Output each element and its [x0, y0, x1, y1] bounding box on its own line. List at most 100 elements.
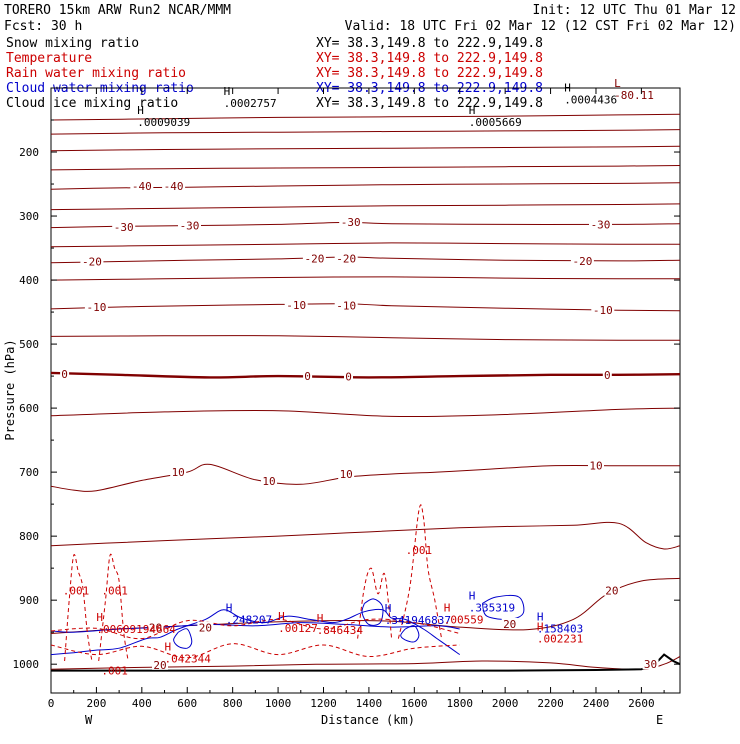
temperature-label-bg — [344, 370, 353, 382]
temperature-label-bg — [60, 368, 70, 380]
temperature-label-bg — [162, 180, 186, 191]
temperature-contour--60 — [50, 129, 681, 135]
extremum-value: .341946837 — [385, 614, 451, 627]
x-tick-label: 400 — [132, 697, 152, 710]
extremum-marker: H — [385, 602, 392, 615]
extremum-value: -80.11 — [614, 89, 654, 102]
temperature-label: 20 — [199, 622, 212, 635]
temperature-label-bg — [147, 621, 164, 633]
y-tick-label: 600 — [19, 402, 39, 415]
temperature-label-bg — [334, 299, 358, 311]
x-tick-label: 2400 — [583, 697, 610, 710]
temperature-label-bg — [302, 252, 326, 264]
rain-water-contour — [50, 618, 460, 640]
temperature-label: -40 — [164, 180, 184, 193]
header-valid: Valid: 18 UTC Fri 02 Mar 12 (12 CST Fri … — [345, 19, 736, 34]
temperature-label: -30 — [591, 218, 611, 231]
extremum-marker: H — [137, 104, 144, 117]
temperature-label: 30 — [644, 658, 657, 671]
temperature-label: 0 — [61, 368, 68, 381]
y-tick-label: 800 — [19, 530, 39, 543]
temperature-label-bg — [80, 255, 104, 267]
extremum-value: .002231 — [537, 633, 583, 646]
temperature-label: 20 — [503, 618, 516, 631]
legend-field-cloudice: Cloud ice mixing ratio — [6, 96, 178, 111]
temperature-label: -10 — [286, 299, 306, 312]
extremum-value: .0005669 — [469, 116, 522, 129]
temperature-label-bg — [501, 617, 518, 629]
terrain-surface — [51, 653, 681, 672]
temperature-label: 20 — [149, 622, 162, 635]
temperature-label: 10 — [589, 460, 602, 473]
temperature-label: 0 — [345, 371, 352, 384]
temperature-label: -20 — [82, 256, 102, 269]
legend-field-snow: Snow mixing ratio — [6, 36, 139, 51]
temperature-label-bg — [112, 220, 136, 232]
temperature-label: -30 — [180, 220, 200, 233]
rain-contour-label: .001 — [406, 544, 433, 557]
legend-xy-temperature: XY= 38.3,149.8 to 222.9,149.8 — [316, 51, 543, 66]
temperature-label: 10 — [340, 468, 353, 481]
temperature-label-bg — [570, 254, 594, 266]
rain-water-contours — [50, 504, 460, 662]
extremum-value: .042344 — [165, 653, 212, 666]
header-fcst: Fcst: 30 h — [4, 19, 82, 34]
x-tick-label: 1600 — [401, 697, 428, 710]
temperature-label: -20 — [572, 255, 592, 268]
temperature-contour--35 — [50, 203, 681, 211]
temperature-label: 0 — [304, 370, 311, 383]
temperature-label: -30 — [114, 221, 134, 234]
extremum-marker: H — [96, 611, 103, 624]
header-title: TORERO 15km ARW Run2 NCAR/MMM — [4, 3, 231, 18]
x-tick-label: 1800 — [446, 697, 473, 710]
temperature-contour--5 — [50, 335, 681, 341]
legend-xy-snow: XY= 38.3,149.8 to 222.9,149.8 — [316, 36, 543, 51]
temperature-label-bg — [334, 252, 358, 264]
legend-xy-rain: XY= 38.3,149.8 to 222.9,149.8 — [316, 66, 543, 81]
temperature-label: 10 — [262, 475, 275, 488]
rain-water-contour — [64, 553, 93, 662]
temperature-label: -30 — [341, 216, 361, 229]
temperature-contour-0 — [50, 371, 681, 379]
extremum-marker: H — [444, 602, 451, 615]
extremum-marker: H — [317, 612, 324, 625]
temperature-contour--30 — [50, 221, 681, 229]
temperature-label-bg — [589, 218, 612, 230]
temperature-contour--45 — [50, 165, 681, 171]
extremum-value: .00127 — [278, 622, 318, 635]
extremum-value: .335319 — [469, 601, 515, 614]
extrema-labels: H.0002757H.0009039H.0005669H.0004436L-80… — [96, 77, 653, 665]
temperature-contour--25 — [50, 242, 681, 248]
temperature-label: -20 — [304, 252, 324, 265]
temperature-label-bg — [339, 215, 363, 227]
x-tick-label: 1000 — [265, 697, 292, 710]
x-tick-label: 2600 — [628, 697, 655, 710]
temperature-contour--70 — [50, 113, 681, 121]
y-tick-label: 400 — [19, 274, 39, 287]
x-endpoint-left: W — [85, 713, 93, 727]
extremum-value: .846434 — [317, 624, 364, 637]
legend-field-temperature: Temperature — [6, 51, 92, 66]
terrain-line — [51, 653, 681, 672]
x-tick-label: 800 — [223, 697, 243, 710]
temperature-contour-25 — [50, 656, 681, 670]
cloud-water-contour — [173, 628, 193, 649]
extremum-marker: H — [564, 82, 571, 95]
temperature-label-bg — [338, 468, 355, 479]
temperature-contour-15 — [50, 521, 681, 550]
temperature-label: -10 — [86, 301, 106, 314]
temperature-contours — [50, 113, 681, 670]
extremum-marker: H — [165, 641, 172, 654]
extremum-marker: H — [469, 589, 476, 602]
temperature-label-bg — [603, 584, 620, 596]
temperature-label: -40 — [132, 180, 152, 193]
extremum-value: .00609194664 — [96, 623, 176, 636]
extremum-marker: H — [226, 602, 233, 615]
rain-water-contour — [50, 643, 460, 659]
x-tick-label: 600 — [177, 697, 197, 710]
x-axis-label: Distance (km) — [321, 713, 415, 727]
extremum-value: .158403 — [537, 623, 583, 636]
temperature-contour--50 — [50, 145, 681, 152]
temperature-label: -10 — [336, 300, 356, 313]
temperature-label: 20 — [605, 585, 618, 598]
